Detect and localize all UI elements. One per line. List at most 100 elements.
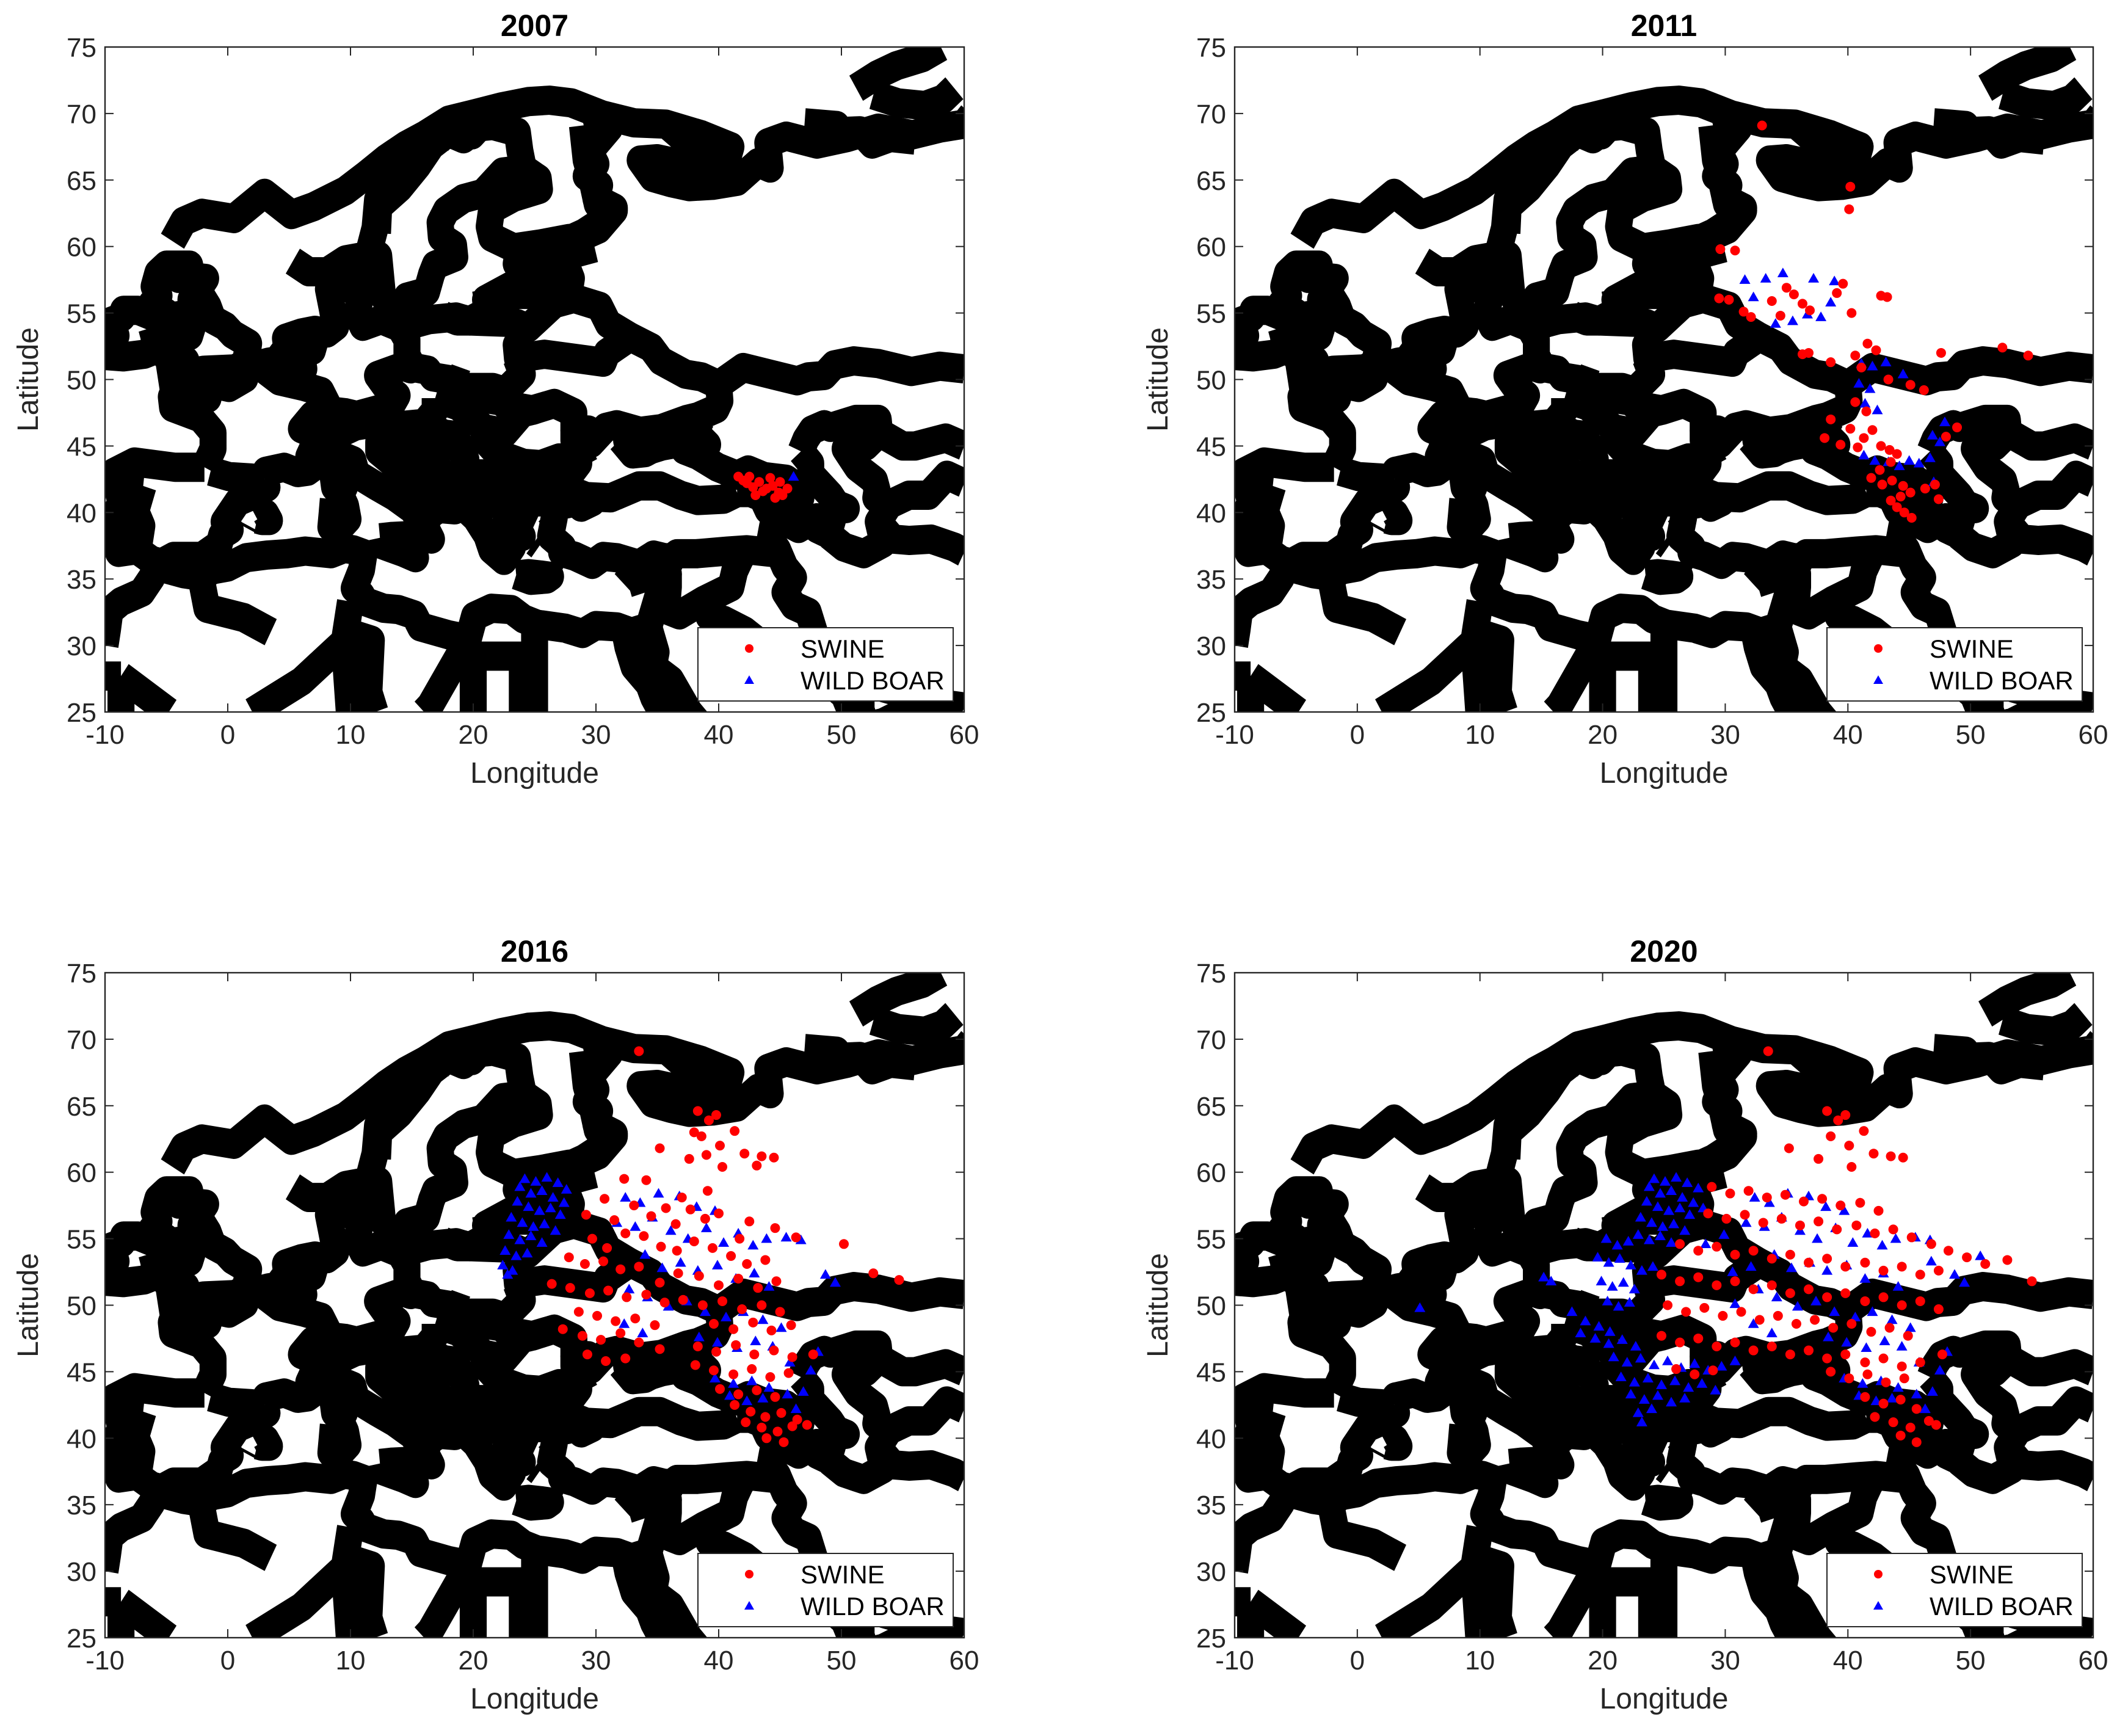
swine-point [1878,1353,1889,1364]
x-tick-label: 20 [1588,1646,1618,1676]
swine-point [1936,347,1946,358]
swine-point [1690,1369,1700,1379]
wild-boar-point [1858,449,1870,460]
swine-point [1870,1228,1880,1238]
swine-point [1822,1106,1832,1116]
swine-point [1776,1213,1787,1224]
wild-boar-point [1648,1173,1660,1183]
swine-point [655,1344,665,1354]
swine-point [592,1310,603,1321]
wild-boar-point [1414,1302,1426,1312]
swine-point [1860,1296,1870,1306]
y-tick-label: 55 [67,1225,96,1255]
swine-point [1846,1161,1857,1172]
swine-point [1915,1357,1925,1368]
wild-boar-point [1662,1355,1674,1365]
y-tick-label: 35 [67,1491,96,1520]
swine-point [1822,1353,1832,1364]
legend-label: WILD BOAR [1930,666,2074,695]
swine-point [1845,424,1856,434]
swine-point [1933,494,1944,504]
swine-point [602,1243,612,1253]
swine-point [775,477,785,487]
swine-point [1897,1300,1907,1310]
wild-boar-point [1625,1389,1636,1399]
y-tick-label: 60 [1196,1158,1226,1188]
x-tick-label: 60 [2079,1646,2108,1676]
swine-point [615,1328,626,1338]
swine-point [700,1213,710,1224]
swine-point [808,1349,818,1360]
swine-point [1911,1437,1922,1447]
swine-point [564,1252,574,1263]
swine-point [1868,1149,1879,1159]
x-tick-label: 40 [704,1646,734,1676]
wild-boar-point [510,1250,522,1260]
data-layer [1414,1046,2037,1447]
swine-point [1788,289,1799,300]
swine-point [752,1160,762,1171]
swine-point [1870,1412,1880,1422]
swine-point [673,1268,683,1279]
wild-boar-point [1629,1284,1640,1294]
x-tick-label: -10 [85,720,125,750]
swine-point [1846,1318,1857,1329]
wild-boar-point [1919,1403,1931,1414]
legend-swine-marker [1874,644,1883,653]
wild-boar-point [1924,452,1936,462]
swine-point [694,1271,704,1281]
swine-point [1814,1216,1824,1227]
legend-wild-boar-marker [1873,1601,1883,1610]
swine-point [1905,487,1915,498]
wild-boar-point [1975,1250,1986,1260]
y-tick-label: 55 [1196,1225,1226,1255]
swine-point [1826,414,1836,424]
wild-boar-point [1677,1192,1688,1202]
wild-boar-point [1939,416,1950,426]
swine-point [1860,1392,1870,1402]
wild-boar-point [1635,1353,1646,1363]
swine-point [1675,1337,1685,1348]
swine-point [1798,1196,1809,1207]
wild-boar-point [503,1229,515,1239]
wild-boar-point [1638,1394,1650,1404]
wild-boar-point [656,1262,668,1273]
wild-boar-point [1693,1182,1704,1193]
wild-boar-point [747,1240,759,1250]
swine-point [1699,1302,1710,1313]
swine-point [581,1210,591,1220]
swine-point [708,1318,719,1329]
y-tick-label: 35 [1196,565,1226,595]
swine-point [752,1385,762,1395]
swine-point [1712,1342,1722,1352]
swine-point [770,1392,780,1402]
swine-point [1895,1395,1906,1405]
y-tick-label: 60 [1196,233,1226,263]
wild-boar-point [1829,1306,1840,1317]
wild-boar-point [1729,1298,1741,1309]
swine-point [1724,294,1734,305]
swine-point [766,1325,777,1335]
legend-swine-marker [745,1570,753,1578]
wild-boar-point [1815,311,1827,321]
wild-boar-point [561,1184,572,1194]
swine-point [1748,1345,1759,1356]
swine-point [1856,362,1867,372]
swine-point [692,1106,703,1116]
swine-point [1845,181,1856,192]
wild-boar-point [775,1322,787,1332]
wild-boar-point [1671,1172,1682,1182]
y-tick-label: 55 [1196,299,1226,329]
swine-point [715,1141,725,1151]
wild-boar-point [761,1233,772,1243]
swine-point [1895,492,1906,502]
wild-boar-point [525,1230,537,1240]
legend-label: WILD BOAR [801,1592,945,1621]
swine-point [1844,204,1854,214]
swine-point [684,1153,694,1164]
wild-boar-point [507,1265,518,1275]
legend: SWINE WILD BOAR [1826,627,2083,702]
swine-point [728,1324,739,1334]
swine-point [1919,385,1929,395]
